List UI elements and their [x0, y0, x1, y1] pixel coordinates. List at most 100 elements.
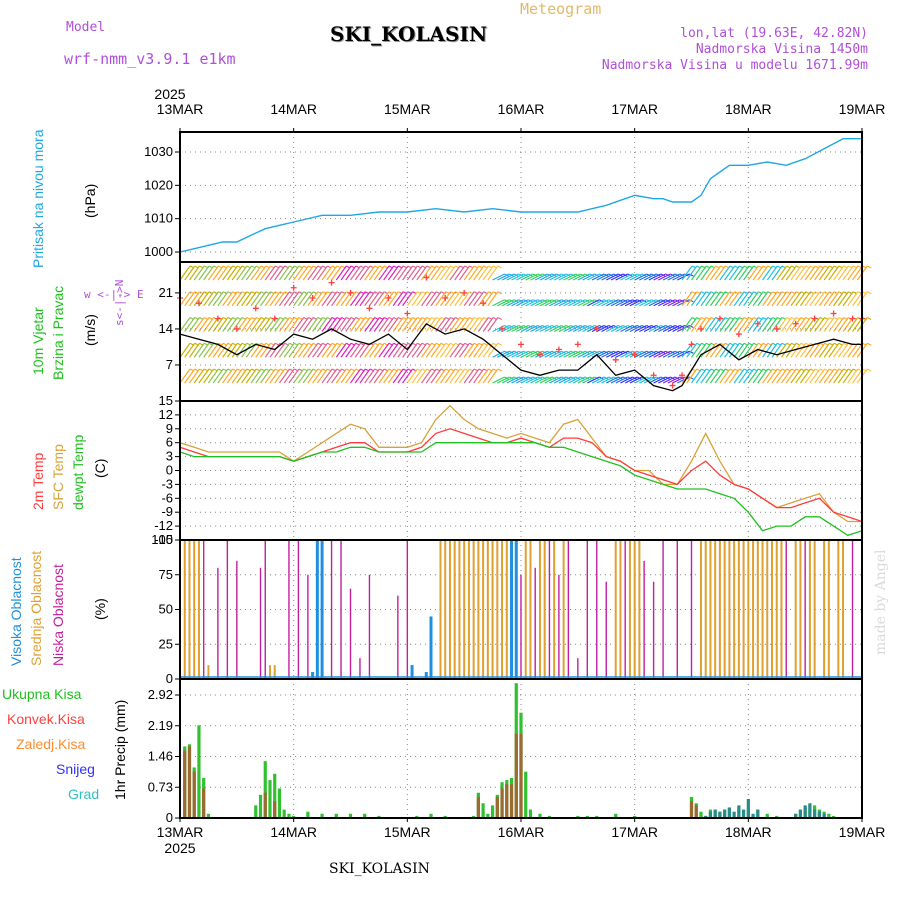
- wind-barb: [838, 266, 848, 280]
- wind-barb: [237, 369, 247, 383]
- wind-barb: [715, 292, 725, 306]
- wind-barb: [796, 266, 806, 280]
- wind-barb: [365, 318, 375, 332]
- wind-barb: [303, 369, 313, 383]
- wind-barb: [767, 369, 777, 383]
- panel4-ytick-label: 2.92: [148, 687, 173, 702]
- wind-barb: [744, 369, 754, 383]
- wind-barb: [213, 343, 223, 357]
- wind-barb: [275, 318, 285, 332]
- panel2-ytick-label: -3: [161, 476, 173, 491]
- wind-barb: [455, 369, 465, 383]
- wind-barb: [763, 292, 773, 306]
- wind-barb: [332, 266, 342, 280]
- wind-barb: [848, 292, 858, 306]
- wind-barb: [838, 318, 848, 332]
- wind-barb: [412, 343, 422, 357]
- wind-barb: [786, 369, 796, 383]
- wind-barb: [199, 343, 209, 357]
- wind-barb: [289, 292, 299, 306]
- wind-barb: [232, 369, 242, 383]
- wind-barb: [317, 343, 327, 357]
- wind-barb-flag: [498, 369, 502, 371]
- wind-barb: [748, 266, 758, 280]
- wind-barb: [294, 266, 304, 280]
- wind-barb: [227, 369, 237, 383]
- wind-barb: [834, 369, 844, 383]
- wind-barb: [275, 292, 285, 306]
- wind-barb: [346, 343, 356, 357]
- wind-barb: [483, 369, 493, 383]
- wind-barb: [815, 292, 825, 306]
- panel3-ytick-label: 75: [159, 567, 173, 582]
- wind-barb: [706, 343, 716, 357]
- wind-barb: [251, 292, 261, 306]
- wind-barb: [819, 343, 829, 357]
- wind-barb: [194, 266, 204, 280]
- wind-barb: [379, 266, 389, 280]
- precip-total-bar: [268, 780, 271, 818]
- wind-barb: [744, 292, 754, 306]
- wind-barb: [772, 369, 782, 383]
- wind-barb: [351, 369, 361, 383]
- precip-conv-bar: [193, 772, 196, 818]
- wind-barb: [753, 369, 763, 383]
- wind-barb: [308, 343, 318, 357]
- wind-barb: [791, 292, 801, 306]
- wind-barb: [213, 266, 223, 280]
- wind-barb: [701, 266, 711, 280]
- wind-barb: [341, 318, 351, 332]
- wind-barb: [294, 343, 304, 357]
- precip-conv-bar: [264, 793, 267, 818]
- wind-barb: [455, 343, 465, 357]
- wind-barb: [848, 343, 858, 357]
- wind-barb: [815, 266, 825, 280]
- pressure-line: [180, 139, 862, 252]
- wind-barb: [417, 292, 427, 306]
- wind-barb: [327, 343, 337, 357]
- wind-barb: [303, 266, 313, 280]
- wind-barb: [426, 343, 436, 357]
- wind-barb: [407, 266, 417, 280]
- wind-barb-flag: [498, 292, 502, 294]
- precip-snow-bar: [756, 810, 759, 818]
- wind-barb: [265, 292, 275, 306]
- precip-conv-bar: [695, 805, 698, 818]
- wind-barb: [800, 369, 810, 383]
- wind-barb: [474, 369, 484, 383]
- wind-barb: [843, 343, 853, 357]
- wind-barb: [800, 292, 810, 306]
- wind-barb: [327, 369, 337, 383]
- wind-barb: [848, 369, 858, 383]
- wind-barb: [218, 369, 228, 383]
- wind-barb: [815, 343, 825, 357]
- wind-barb: [772, 266, 782, 280]
- wind-barb: [426, 292, 436, 306]
- wind-barb: [365, 292, 375, 306]
- bottom-xtick-label: 16MAR: [498, 824, 545, 840]
- wind-barb: [478, 343, 488, 357]
- wind-barb: [819, 369, 829, 383]
- wind-barb: [322, 292, 332, 306]
- wind-barb: [834, 292, 844, 306]
- wind-barb: [246, 318, 256, 332]
- wind-gust-marker: [831, 310, 837, 316]
- wind-barb: [763, 266, 773, 280]
- precip-total-bar: [491, 805, 494, 818]
- panel0-ytick-label: 1020: [144, 177, 173, 192]
- precip-conv-bar: [183, 751, 186, 818]
- wind-barb: [474, 343, 484, 357]
- wind-barb: [180, 343, 190, 357]
- precip-snow-bar: [808, 803, 811, 818]
- wind-barb: [692, 266, 702, 280]
- wind-gust-marker: [575, 341, 581, 347]
- wind-barb: [360, 343, 370, 357]
- precip-snow-bar: [747, 799, 750, 818]
- top-xtick-label: 14MAR: [270, 101, 317, 117]
- wind-barb: [739, 292, 749, 306]
- wind-barb: [398, 369, 408, 383]
- wind-barb: [763, 369, 773, 383]
- wind-barb: [810, 369, 820, 383]
- wind-barb: [298, 266, 308, 280]
- wind-barb: [223, 292, 233, 306]
